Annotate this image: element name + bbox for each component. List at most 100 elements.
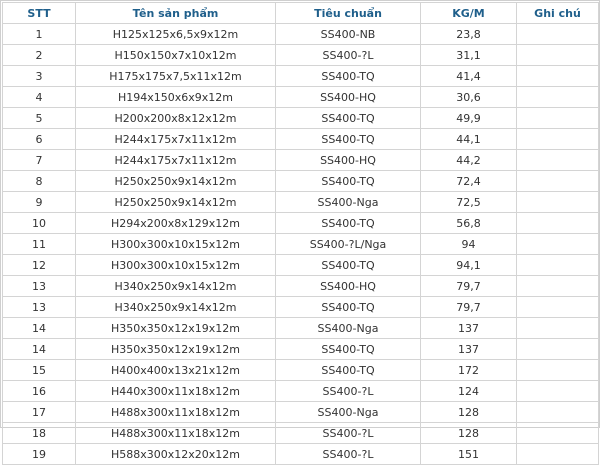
table-row: 13 H340x250x9x14x12m SS400-HQ 79,7 (2, 275, 599, 297)
cell-stt: 3 (2, 65, 76, 87)
cell-product-name: H250x250x9x14x12m (75, 170, 276, 192)
cell-standard: SS400-TQ (275, 254, 421, 276)
cell-kg-per-m: 30,6 (420, 86, 517, 108)
cell-note (516, 23, 599, 45)
cell-note (516, 317, 599, 339)
table-row: 19 H588x300x12x20x12m SS400-?L 151 (2, 443, 599, 465)
cell-stt: 14 (2, 317, 76, 339)
cell-note (516, 233, 599, 255)
cell-product-name: H200x200x8x12x12m (75, 107, 276, 129)
cell-kg-per-m: 44,2 (420, 149, 517, 171)
table-row: 11 H300x300x10x15x12m SS400-?L/Nga 94 (2, 233, 599, 255)
table-row: 10 H294x200x8x129x12m SS400-TQ 56,8 (2, 212, 599, 234)
cell-stt: 13 (2, 275, 76, 297)
cell-note (516, 296, 599, 318)
cell-stt: 2 (2, 44, 76, 66)
cell-stt: 16 (2, 380, 76, 402)
cell-note (516, 422, 599, 444)
cell-note (516, 149, 599, 171)
cell-stt: 11 (2, 233, 76, 255)
cell-kg-per-m: 31,1 (420, 44, 517, 66)
cell-kg-per-m: 137 (420, 317, 517, 339)
cell-stt: 12 (2, 254, 76, 276)
table-row: 4 H194x150x6x9x12m SS400-HQ 30,6 (2, 86, 599, 108)
cell-stt: 10 (2, 212, 76, 234)
cell-product-name: H350x350x12x19x12m (75, 338, 276, 360)
cell-kg-per-m: 23,8 (420, 23, 517, 45)
cell-kg-per-m: 151 (420, 443, 517, 465)
cell-standard: SS400-Nga (275, 317, 421, 339)
cell-product-name: H175x175x7,5x11x12m (75, 65, 276, 87)
cell-note (516, 443, 599, 465)
cell-standard: SS400-TQ (275, 296, 421, 318)
cell-product-name: H244x175x7x11x12m (75, 149, 276, 171)
cell-stt: 13 (2, 296, 76, 318)
cell-standard: SS400-Nga (275, 401, 421, 423)
table-row: 15 H400x400x13x21x12m SS400-TQ 172 (2, 359, 599, 381)
cell-product-name: H488x300x11x18x12m (75, 401, 276, 423)
cell-standard: SS400-TQ (275, 212, 421, 234)
cell-kg-per-m: 137 (420, 338, 517, 360)
cell-standard: SS400-?L/Nga (275, 233, 421, 255)
cell-standard: SS400-?L (275, 380, 421, 402)
cell-standard: SS400-HQ (275, 86, 421, 108)
cell-product-name: H588x300x12x20x12m (75, 443, 276, 465)
cell-note (516, 254, 599, 276)
table-row: 5 H200x200x8x12x12m SS400-TQ 49,9 (2, 107, 599, 129)
header-standard: Tiêu chuẩn (275, 2, 421, 24)
cell-stt: 7 (2, 149, 76, 171)
cell-product-name: H250x250x9x14x12m (75, 191, 276, 213)
table-row: 2 H150x150x7x10x12m SS400-?L 31,1 (2, 44, 599, 66)
cell-standard: SS400-HQ (275, 275, 421, 297)
cell-stt: 17 (2, 401, 76, 423)
cell-stt: 15 (2, 359, 76, 381)
table-header-row: STT Tên sản phẩm Tiêu chuẩn KG/M Ghi chú (2, 2, 599, 24)
cell-standard: SS400-HQ (275, 149, 421, 171)
cell-product-name: H300x300x10x15x12m (75, 254, 276, 276)
cell-note (516, 86, 599, 108)
table-row: 3 H175x175x7,5x11x12m SS400-TQ 41,4 (2, 65, 599, 87)
cell-note (516, 359, 599, 381)
cell-note (516, 275, 599, 297)
cell-product-name: H125x125x6,5x9x12m (75, 23, 276, 45)
cell-product-name: H340x250x9x14x12m (75, 296, 276, 318)
cell-product-name: H300x300x10x15x12m (75, 233, 276, 255)
cell-kg-per-m: 49,9 (420, 107, 517, 129)
cell-kg-per-m: 72,5 (420, 191, 517, 213)
cell-standard: SS400-TQ (275, 65, 421, 87)
cell-product-name: H150x150x7x10x12m (75, 44, 276, 66)
cell-standard: SS400-TQ (275, 128, 421, 150)
cell-kg-per-m: 79,7 (420, 296, 517, 318)
cell-stt: 5 (2, 107, 76, 129)
cell-stt: 19 (2, 443, 76, 465)
cell-stt: 9 (2, 191, 76, 213)
cell-standard: SS400-Nga (275, 191, 421, 213)
cell-stt: 8 (2, 170, 76, 192)
table-row: 9 H250x250x9x14x12m SS400-Nga 72,5 (2, 191, 599, 213)
cell-standard: SS400-TQ (275, 107, 421, 129)
table-row: 8 H250x250x9x14x12m SS400-TQ 72,4 (2, 170, 599, 192)
table-row: 14 H350x350x12x19x12m SS400-TQ 137 (2, 338, 599, 360)
table-row: 6 H244x175x7x11x12m SS400-TQ 44,1 (2, 128, 599, 150)
table-row: 13 H340x250x9x14x12m SS400-TQ 79,7 (2, 296, 599, 318)
cell-product-name: H244x175x7x11x12m (75, 128, 276, 150)
header-product-name: Tên sản phẩm (75, 2, 276, 24)
cell-product-name: H340x250x9x14x12m (75, 275, 276, 297)
cell-stt: 6 (2, 128, 76, 150)
cell-standard: SS400-?L (275, 422, 421, 444)
cell-stt: 18 (2, 422, 76, 444)
cell-note (516, 44, 599, 66)
table-row: 16 H440x300x11x18x12m SS400-?L 124 (2, 380, 599, 402)
cell-standard: SS400-TQ (275, 359, 421, 381)
cell-stt: 1 (2, 23, 76, 45)
cell-kg-per-m: 44,1 (420, 128, 517, 150)
cell-note (516, 212, 599, 234)
cell-kg-per-m: 79,7 (420, 275, 517, 297)
table-row: 1 H125x125x6,5x9x12m SS400-NB 23,8 (2, 23, 599, 45)
cell-product-name: H294x200x8x129x12m (75, 212, 276, 234)
cell-note (516, 128, 599, 150)
cell-note (516, 107, 599, 129)
header-stt: STT (2, 2, 76, 24)
